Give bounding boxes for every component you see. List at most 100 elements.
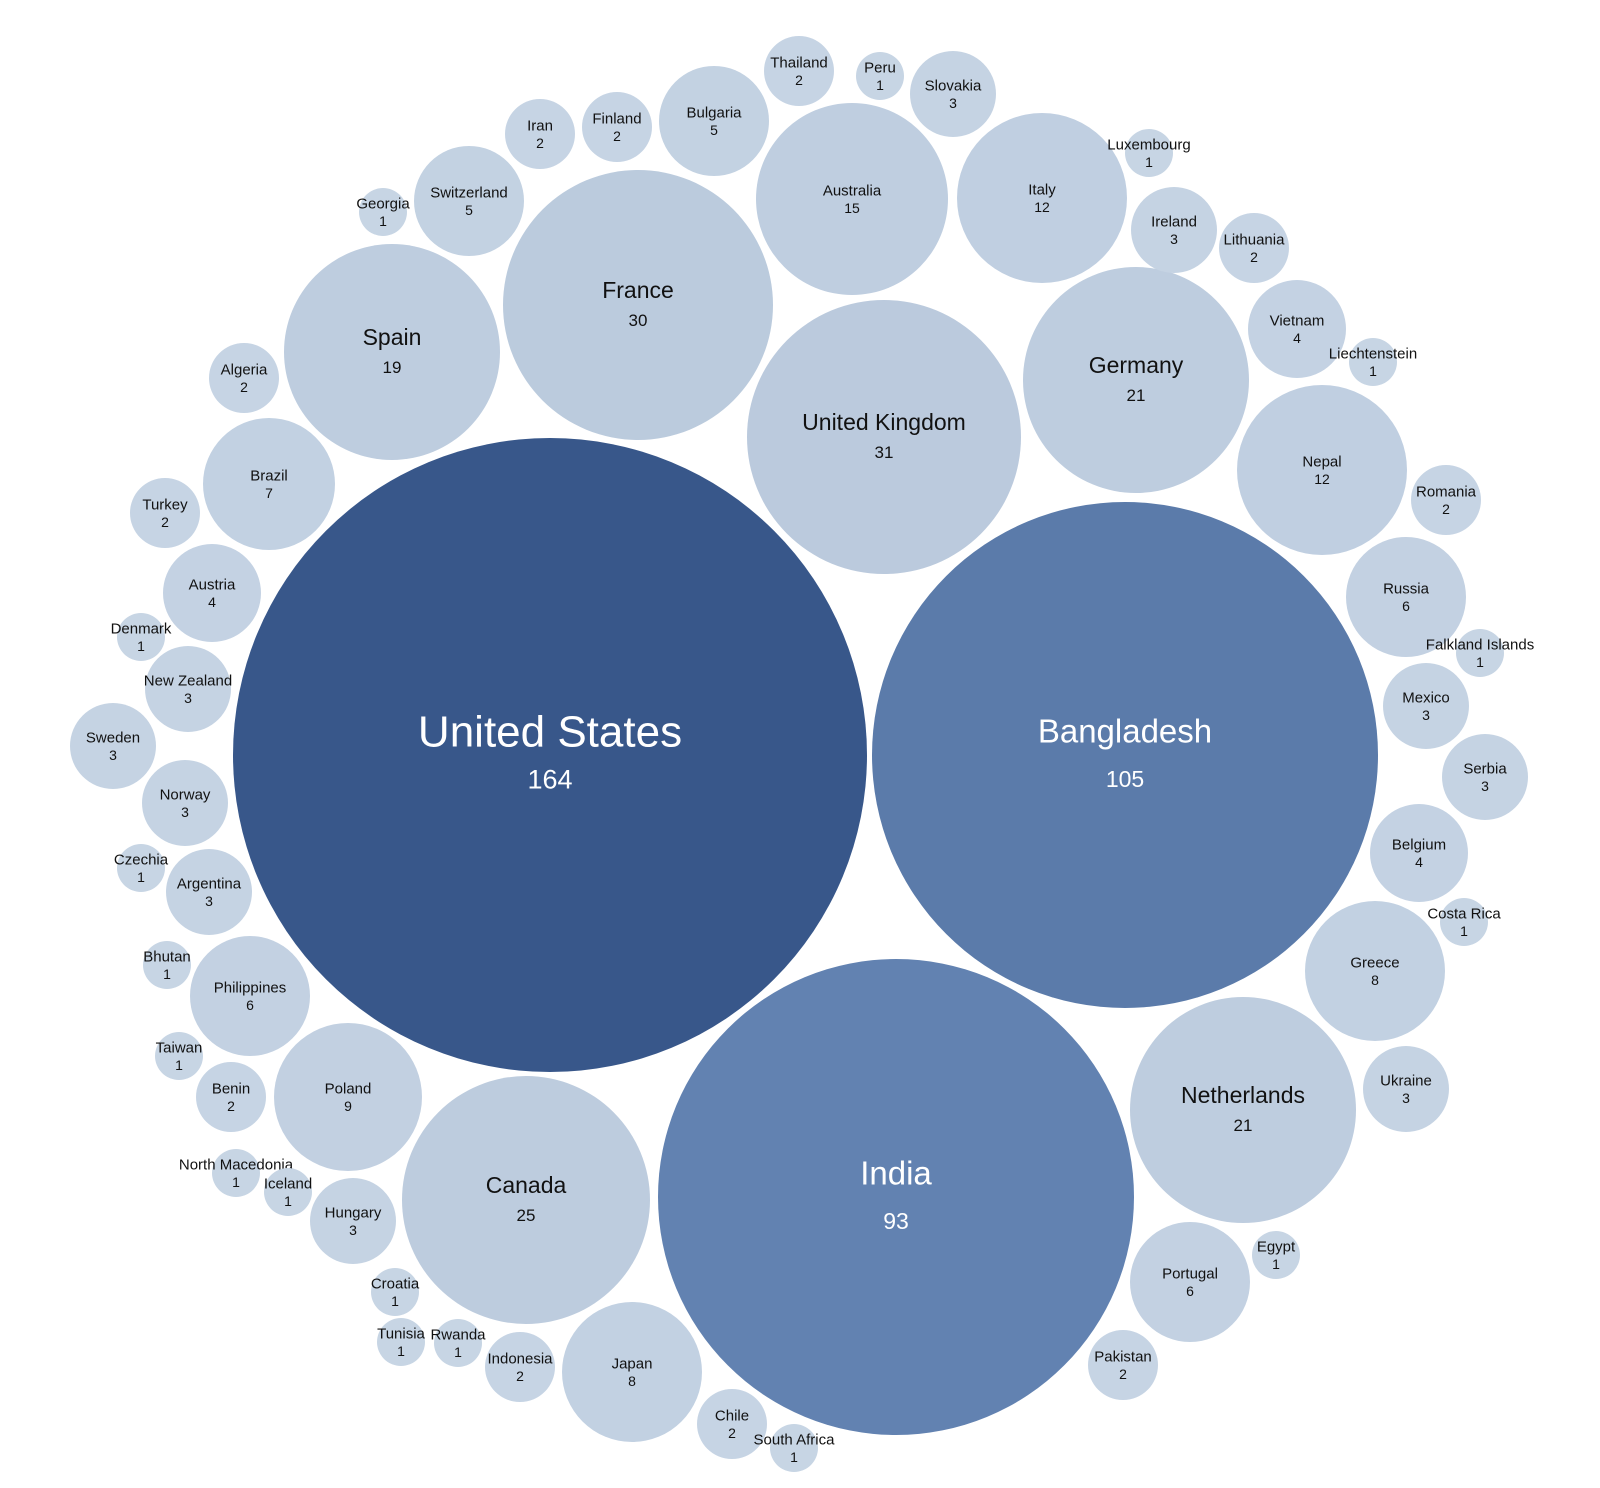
bubble-value-slovakia: 3: [949, 95, 957, 111]
bubble-circle-lithuania: [1219, 213, 1289, 283]
bubble-value-netherlands: 21: [1234, 1116, 1253, 1135]
bubble-label-mexico: Mexico: [1402, 689, 1450, 706]
bubble-circle-taiwan: [155, 1032, 203, 1080]
bubble-label-austria: Austria: [189, 576, 236, 593]
bubble-label-turkey: Turkey: [142, 496, 188, 513]
bubble-label-costa-rica: Costa Rica: [1427, 905, 1501, 922]
bubble-label-brazil: Brazil: [250, 467, 288, 484]
bubble-circle-indonesia: [485, 1332, 555, 1402]
bubble-circle-tunisia: [377, 1318, 425, 1366]
bubble-circle-australia: [756, 103, 948, 295]
bubble-circle-south-africa: [770, 1424, 818, 1472]
bubble-label-benin: Benin: [212, 1080, 250, 1097]
bubble-value-bhutan: 1: [163, 966, 171, 982]
bubble-value-japan: 8: [628, 1373, 636, 1389]
bubble-circle-denmark: [117, 613, 165, 661]
bubble-circle-greece: [1305, 901, 1445, 1041]
bubble-circle-united-states: [233, 438, 867, 1072]
bubble-circle-brazil: [203, 418, 335, 550]
bubble-value-france: 30: [629, 311, 648, 330]
bubble-value-nepal: 12: [1314, 471, 1330, 487]
bubble-circle-algeria: [209, 343, 279, 413]
bubble-label-falkland-islands: Falkland Islands: [1426, 636, 1534, 653]
bubble-label-bulgaria: Bulgaria: [686, 104, 742, 121]
bubble-label-bangladesh: Bangladesh: [1038, 713, 1212, 750]
bubble-label-czechia: Czechia: [114, 851, 169, 868]
bubble-label-netherlands: Netherlands: [1181, 1082, 1305, 1108]
bubble-label-peru: Peru: [864, 59, 896, 76]
bubble-label-italy: Italy: [1028, 181, 1056, 198]
bubble-circle-russia: [1346, 537, 1466, 657]
bubble-value-chile: 2: [728, 1425, 736, 1441]
bubble-value-peru: 1: [876, 77, 884, 93]
bubble-value-luxembourg: 1: [1145, 154, 1153, 170]
bubble-circle-netherlands: [1130, 997, 1356, 1223]
bubble-value-spain: 19: [383, 358, 402, 377]
bubble-value-hungary: 3: [349, 1222, 357, 1238]
bubble-label-france: France: [602, 277, 674, 303]
bubble-value-philippines: 6: [246, 997, 254, 1013]
bubble-label-norway: Norway: [160, 786, 211, 803]
bubble-value-norway: 3: [181, 804, 189, 820]
bubble-label-bhutan: Bhutan: [143, 948, 191, 965]
bubble-label-denmark: Denmark: [111, 620, 172, 637]
bubble-label-germany: Germany: [1089, 352, 1184, 378]
bubble-label-romania: Romania: [1416, 483, 1477, 500]
bubble-circle-united-kingdom: [747, 300, 1021, 574]
bubble-united-states: United States 164: [233, 438, 867, 1072]
bubble-label-united-states: United States: [418, 707, 682, 756]
bubble-label-georgia: Georgia: [356, 195, 410, 212]
bubble-label-sweden: Sweden: [86, 729, 140, 746]
bubble-circle-iceland: [264, 1168, 312, 1216]
bubble-value-portugal: 6: [1186, 1283, 1194, 1299]
bubble-value-rwanda: 1: [454, 1344, 462, 1360]
bubble-circle-austria: [163, 544, 261, 642]
bubble-value-australia: 15: [844, 200, 860, 216]
bubble-label-serbia: Serbia: [1463, 760, 1507, 777]
bubble-circle-vietnam: [1248, 280, 1346, 378]
bubble-circle-poland: [274, 1023, 422, 1171]
bubble-label-poland: Poland: [325, 1080, 372, 1097]
bubble-circle-ukraine: [1363, 1046, 1449, 1132]
bubble-spain: Spain 19: [284, 244, 500, 460]
bubble-france: France 30: [503, 170, 773, 440]
bubble-circle-belgium: [1370, 804, 1468, 902]
bubble-circle-egypt: [1252, 1231, 1300, 1279]
bubble-circle-spain: [284, 244, 500, 460]
bubble-label-lithuania: Lithuania: [1224, 231, 1286, 248]
bubble-bangladesh: Bangladesh 105: [872, 502, 1378, 1008]
bubble-circle-chile: [697, 1389, 767, 1459]
bubble-circle-new-zealand: [145, 646, 231, 732]
bubble-label-australia: Australia: [823, 182, 882, 199]
bubble-value-vietnam: 4: [1293, 330, 1301, 346]
bubble-circle-turkey: [130, 478, 200, 548]
bubble-label-belgium: Belgium: [1392, 836, 1446, 853]
bubble-canada: Canada 25: [402, 1076, 650, 1324]
